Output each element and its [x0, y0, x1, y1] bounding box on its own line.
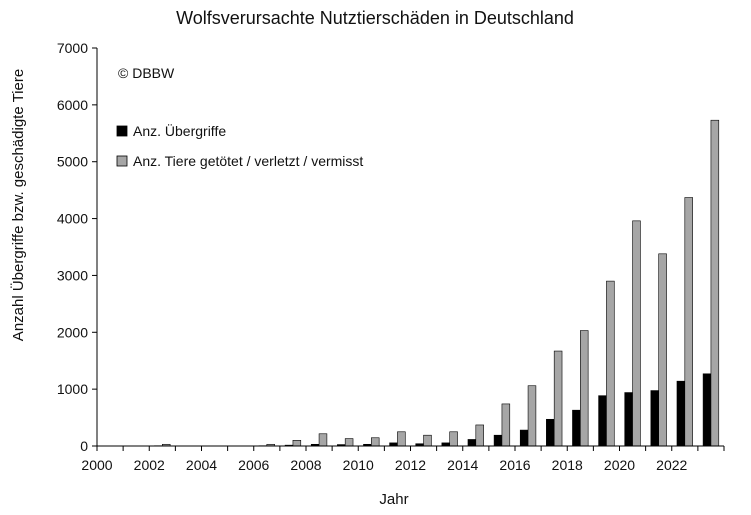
- legend-label-uebergriffe: Anz. Übergriffe: [133, 122, 226, 139]
- y-tick-label-0: 0: [80, 438, 88, 454]
- legend: Anz. Übergriffe Anz. Tiere getötet / ver…: [116, 122, 363, 169]
- y-tick-label-3000: 3000: [57, 267, 88, 283]
- bar-uebergriffe-2018: [572, 409, 581, 447]
- bar-uebergriffe-2019: [598, 395, 607, 447]
- x-tick-label-2022: 2022: [656, 457, 687, 473]
- bar-uebergriffe-2014: [467, 439, 477, 447]
- bar-uebergriffe-2023: [702, 373, 712, 447]
- y-tick-label-5000: 5000: [57, 154, 88, 170]
- bar-uebergriffe-2022: [676, 380, 686, 447]
- legend-swatch-tiere: [116, 155, 128, 167]
- bar-uebergriffe-2015: [493, 434, 503, 447]
- bar-tiere-2010: [371, 437, 380, 447]
- bar-uebergriffe-2020: [624, 392, 633, 447]
- x-tick-label-2006: 2006: [238, 457, 269, 473]
- bar-uebergriffe-2017: [546, 418, 555, 447]
- bar-tiere-2011: [397, 431, 406, 447]
- x-tick-label-2018: 2018: [552, 457, 583, 473]
- bar-tiere-2020: [632, 220, 641, 447]
- bar-tiere-2013: [449, 431, 458, 447]
- x-tick-label-2004: 2004: [186, 457, 217, 473]
- y-tick-label-2000: 2000: [57, 324, 88, 340]
- legend-label-tiere: Anz. Tiere getötet / verletzt / vermisst: [133, 153, 363, 169]
- x-tick-label-2020: 2020: [604, 457, 635, 473]
- x-tick-label-2008: 2008: [290, 457, 321, 473]
- x-tick-label-2002: 2002: [134, 457, 165, 473]
- x-tick-label-2012: 2012: [395, 457, 426, 473]
- bar-tiere-2021: [658, 253, 667, 447]
- y-axis-label: Anzahl Übergriffe bzw. geschädigte Tiere: [9, 69, 27, 341]
- y-tick-label-6000: 6000: [57, 97, 88, 113]
- bar-tiere-2023: [710, 119, 720, 447]
- bar-tiere-2019: [606, 280, 615, 447]
- bar-tiere-2015: [501, 403, 511, 447]
- bar-tiere-2008: [318, 433, 328, 447]
- bar-tiere-2012: [423, 434, 432, 447]
- bar-tiere-2016: [527, 385, 537, 447]
- x-tick-label-2016: 2016: [499, 457, 530, 473]
- bar-tiere-2014: [475, 424, 484, 447]
- x-tick-label-2014: 2014: [447, 457, 478, 473]
- bar-uebergriffe-2021: [650, 390, 659, 447]
- x-tick-label-2000: 2000: [81, 457, 112, 473]
- bar-tiere-2018: [580, 330, 589, 447]
- bar-tiere-2022: [684, 197, 693, 447]
- bar-tiere-2007: [292, 440, 302, 447]
- legend-swatch-uebergriffe: [116, 125, 128, 137]
- chart-title: Wolfsverursachte Nutztierschäden in Deut…: [176, 8, 574, 28]
- copyright-note: © DBBW: [118, 65, 175, 81]
- bar-uebergriffe-2016: [519, 429, 529, 447]
- bar-tiere-2009: [344, 438, 354, 447]
- y-tick-label-4000: 4000: [57, 211, 88, 227]
- x-axis-label: Jahr: [379, 491, 408, 508]
- bar-tiere-2017: [553, 350, 563, 447]
- y-tick-label-7000: 7000: [57, 40, 88, 56]
- x-tick-label-2010: 2010: [343, 457, 374, 473]
- y-tick-label-1000: 1000: [57, 381, 88, 397]
